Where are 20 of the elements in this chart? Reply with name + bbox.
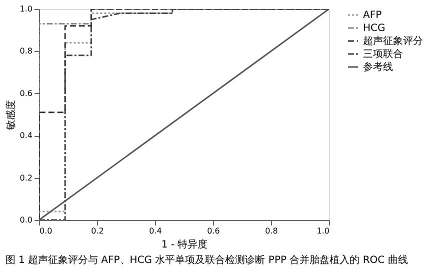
x-tick-label: 0.2	[91, 226, 104, 236]
x-tick-label: 0.8	[265, 226, 278, 236]
y-tick-label: 0.8	[20, 46, 32, 56]
x-axis-title: 1 - 特异度	[161, 238, 208, 250]
y-tick-label: 0.0	[20, 216, 32, 224]
y-axis-title: 敏感度	[4, 100, 17, 130]
y-tick-label: 0.6	[20, 88, 32, 98]
y-tick-label: 1.0	[20, 4, 32, 14]
y-tick-label: 0.4	[20, 131, 32, 140]
y-tick-label: 0.2	[20, 173, 32, 182]
x-tick-label: 0.4	[149, 226, 162, 236]
legend-label: 参考线	[363, 61, 393, 73]
x-tick-label: 1.0	[316, 226, 330, 236]
legend-label: 三项联合	[363, 48, 403, 60]
x-tick-label: 0.0	[40, 226, 52, 236]
legend-label: AFP	[363, 10, 382, 21]
x-tick-label: 0.6	[207, 226, 220, 236]
text: 图 1 超声征象评分与 AFP、HCG 水平单项及联合检测诊断 PPP 合并胎盘植入的 ROC 曲线	[5, 254, 408, 266]
legend-label: 超声征象评分	[363, 35, 423, 47]
legend-label: HCG	[363, 23, 386, 34]
